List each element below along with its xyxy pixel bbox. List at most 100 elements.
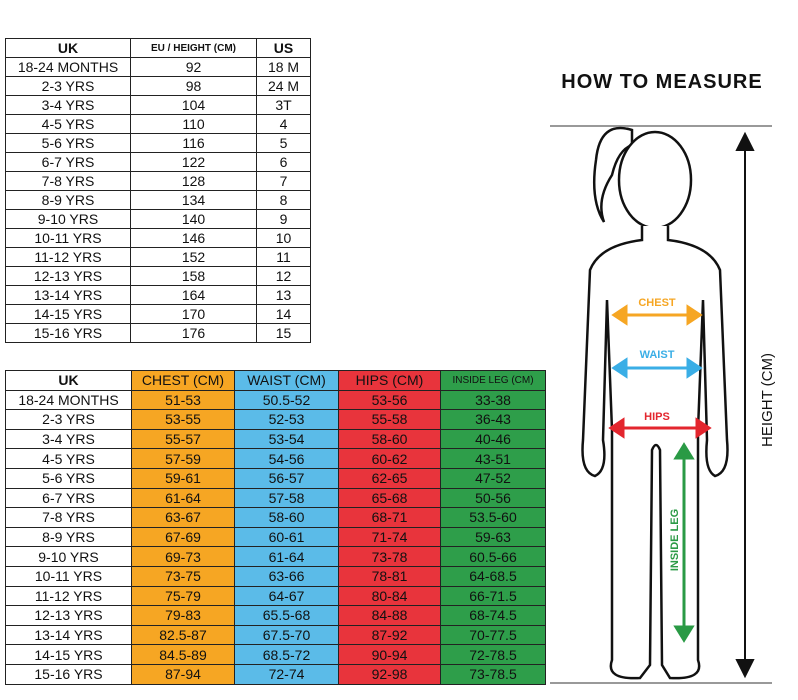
cell: 56-57 — [234, 467, 339, 489]
cell: 14-15 YRS — [5, 644, 132, 665]
row: 2-3 YRS 53-55 52-53 55-58 36-43 — [5, 409, 546, 430]
cell: 9-10 YRS — [5, 209, 131, 229]
cell: 116 — [130, 133, 257, 153]
cell: 6-7 YRS — [5, 152, 131, 172]
inside-leg-label: INSIDE LEG — [669, 509, 681, 571]
hips-arrow — [608, 417, 712, 439]
cell: 2-3 YRS — [5, 76, 131, 96]
cell: 50-56 — [440, 487, 546, 509]
height-label: HEIGHT (CM) — [759, 353, 776, 447]
cell: 92 — [130, 57, 257, 77]
cell: 5-6 YRS — [5, 467, 132, 489]
cell: 8-9 YRS — [5, 190, 131, 210]
row: 14-15 YRS 170 14 — [5, 304, 311, 324]
cell: 72-78.5 — [440, 644, 546, 665]
cell: 5-6 YRS — [5, 133, 131, 153]
cell: 104 — [130, 95, 257, 115]
cell: 63-66 — [234, 565, 339, 587]
guide-title: HOW TO MEASURE — [561, 71, 762, 93]
cell: 87-94 — [131, 663, 235, 685]
cell: 60-61 — [234, 526, 339, 548]
cell: 51-53 — [131, 389, 235, 411]
row: 15-16 YRS 87-94 72-74 92-98 73-78.5 — [5, 663, 546, 685]
cell: 61-64 — [131, 487, 235, 509]
cell: 4-5 YRS — [5, 114, 131, 134]
row: 11-12 YRS 75-79 64-67 80-84 66-71.5 — [5, 585, 546, 607]
cell: 2-3 YRS — [5, 409, 132, 430]
cell: 54-56 — [234, 448, 339, 469]
cell: 122 — [130, 152, 257, 172]
cell: 53-54 — [234, 428, 339, 450]
cell: 4 — [256, 114, 311, 134]
cell: 68.5-72 — [234, 644, 339, 665]
chest-arrow — [611, 304, 703, 326]
cell: 13-14 YRS — [5, 624, 132, 646]
row: 9-10 YRS 69-73 61-64 73-78 60.5-66 — [5, 546, 546, 567]
cell: 7-8 YRS — [5, 171, 131, 191]
cell: 64-68.5 — [440, 565, 546, 587]
row: 15-16 YRS 176 15 — [5, 323, 311, 343]
cell: 65.5-68 — [234, 605, 339, 626]
cell: 72-74 — [234, 663, 339, 685]
cell: 71-74 — [338, 526, 441, 548]
cell: 75-79 — [131, 585, 235, 607]
cell: 4-5 YRS — [5, 448, 132, 469]
cell: 3-4 YRS — [5, 95, 131, 115]
cell: 146 — [130, 228, 257, 248]
header-cell: UK — [5, 370, 132, 391]
row: 8-9 YRS 67-69 60-61 71-74 59-63 — [5, 526, 546, 548]
cell: 7-8 YRS — [5, 507, 132, 528]
cell: 58-60 — [338, 428, 441, 450]
row: 12-13 YRS 158 12 — [5, 266, 311, 286]
cell: 11 — [256, 247, 311, 267]
header-cell: INSIDE LEG (CM) — [440, 370, 546, 391]
cell: 73-78 — [338, 546, 441, 567]
cell: 176 — [130, 323, 257, 343]
cell: 7 — [256, 171, 311, 191]
cell: 52-53 — [234, 409, 339, 430]
cell: 14 — [256, 304, 311, 324]
header-cell: US — [256, 38, 311, 58]
height-arrow — [735, 131, 755, 679]
cell: 12 — [256, 266, 311, 286]
cell: 69-73 — [131, 546, 235, 567]
cell: 98 — [130, 76, 257, 96]
row: 3-4 YRS 104 3T — [5, 95, 311, 115]
cell: 84.5-89 — [131, 644, 235, 665]
cell: 59-63 — [440, 526, 546, 548]
row: 4-5 YRS 110 4 — [5, 114, 311, 134]
cell: 3T — [256, 95, 311, 115]
cell: 6 — [256, 152, 311, 172]
cell: 53-55 — [131, 409, 235, 430]
inside-leg-arrow — [673, 442, 695, 643]
cell: 61-64 — [234, 546, 339, 567]
header-cell: EU / HEIGHT (CM) — [130, 38, 257, 58]
cell: 55-58 — [338, 409, 441, 430]
cell: 57-58 — [234, 487, 339, 509]
cell: 66-71.5 — [440, 585, 546, 607]
row: 7-8 YRS 63-67 58-60 68-71 53.5-60 — [5, 507, 546, 528]
measure-table: UK CHEST (CM) WAIST (CM) HIPS (CM) INSIDE LE… — [5, 370, 546, 685]
waist-label: WAIST — [640, 349, 675, 361]
row: 13-14 YRS 164 13 — [5, 285, 311, 305]
cell: 12-13 YRS — [5, 266, 131, 286]
cell: 13-14 YRS — [5, 285, 131, 305]
cell: 170 — [130, 304, 257, 324]
cell: 60.5-66 — [440, 546, 546, 567]
cell: 92-98 — [338, 663, 441, 685]
cell: 3-4 YRS — [5, 428, 132, 450]
cell: 11-12 YRS — [5, 585, 132, 607]
cell: 6-7 YRS — [5, 487, 132, 509]
chest-label: CHEST — [638, 297, 676, 309]
header-cell: CHEST (CM) — [131, 370, 235, 391]
row: 5-6 YRS 59-61 56-57 62-65 47-52 — [5, 467, 546, 489]
cell: 158 — [130, 266, 257, 286]
cell: 73-78.5 — [440, 663, 546, 685]
cell: 8 — [256, 190, 311, 210]
body — [581, 226, 729, 680]
header-cell: WAIST (CM) — [234, 370, 339, 391]
row: 9-10 YRS 140 9 — [5, 209, 311, 229]
cell: 18-24 MONTHS — [5, 389, 132, 411]
hips-label: HIPS — [644, 411, 670, 423]
cell: 9 — [256, 209, 311, 229]
